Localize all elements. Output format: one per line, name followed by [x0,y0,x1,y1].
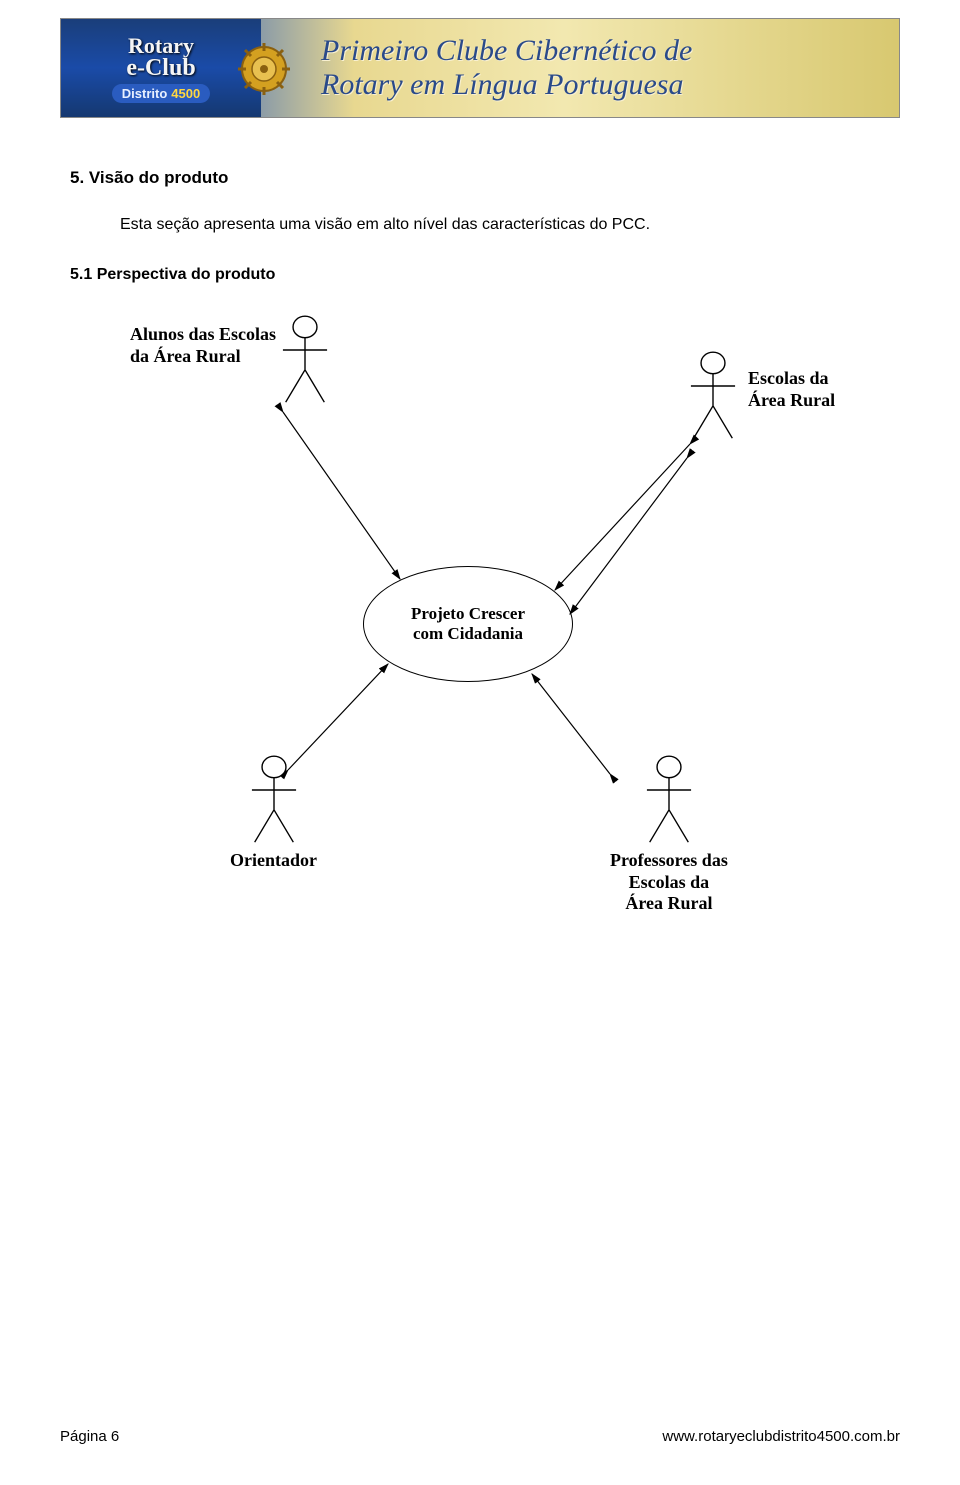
use-case-diagram: Alunos das Escolasda Área Rural Escolas … [70,304,890,984]
diagram-arrow [532,674,610,774]
actor-label-alunos: Alunos das Escolasda Área Rural [130,324,276,367]
distrito-label: Distrito [122,86,168,101]
header-banner: Rotary e-Club Distrito4500 Primeiro Clu [60,18,900,118]
stick-figure-icon [230,754,317,844]
stick-figure-icon [282,314,328,404]
footer-page-number: Página 6 [60,1428,119,1445]
diagram-arrow [555,444,690,590]
actor-label-professores: Professores dasEscolas daÁrea Rural [610,850,728,915]
actor-professores: Professores dasEscolas daÁrea Rural [610,754,728,915]
header-tagline: Primeiro Clube Cibernético de Rotary em … [261,34,899,103]
usecase-node: Projeto Crescercom Cidadania [363,566,573,682]
usecase-label: Projeto Crescercom Cidadania [411,604,525,645]
banner-line-1: Primeiro Clube Cibernético de [321,34,899,69]
rotary-wheel-icon [236,41,292,97]
distrito-number: 4500 [171,86,200,101]
section-title: 5. Visão do produto [70,168,900,188]
diagram-arrow [570,458,687,614]
stick-figure-icon [610,754,728,844]
diagram-arrow [283,412,400,579]
banner-line-2: Rotary em Língua Portuguesa [321,68,899,103]
header-distrito: Distrito4500 [112,84,210,103]
subsection-title: 5.1 Perspectiva do produto [70,266,900,284]
actor-label-escolas: Escolas daÁrea Rural [748,368,835,411]
stick-figure-icon [690,350,736,440]
actor-escolas: Escolas daÁrea Rural [690,350,835,440]
footer-url: www.rotaryeclubdistrito4500.com.br [662,1428,900,1445]
header-org-line2: e-Club [126,55,195,82]
actor-alunos: Alunos das Escolasda Área Rural [130,314,328,404]
actor-orientador: Orientador [230,754,317,872]
section-body: Esta seção apresenta uma visão em alto n… [120,216,900,234]
page-footer: Página 6 www.rotaryeclubdistrito4500.com… [60,1428,900,1445]
header-logo-block: Rotary e-Club Distrito4500 [61,19,261,117]
actor-label-orientador: Orientador [230,850,317,872]
